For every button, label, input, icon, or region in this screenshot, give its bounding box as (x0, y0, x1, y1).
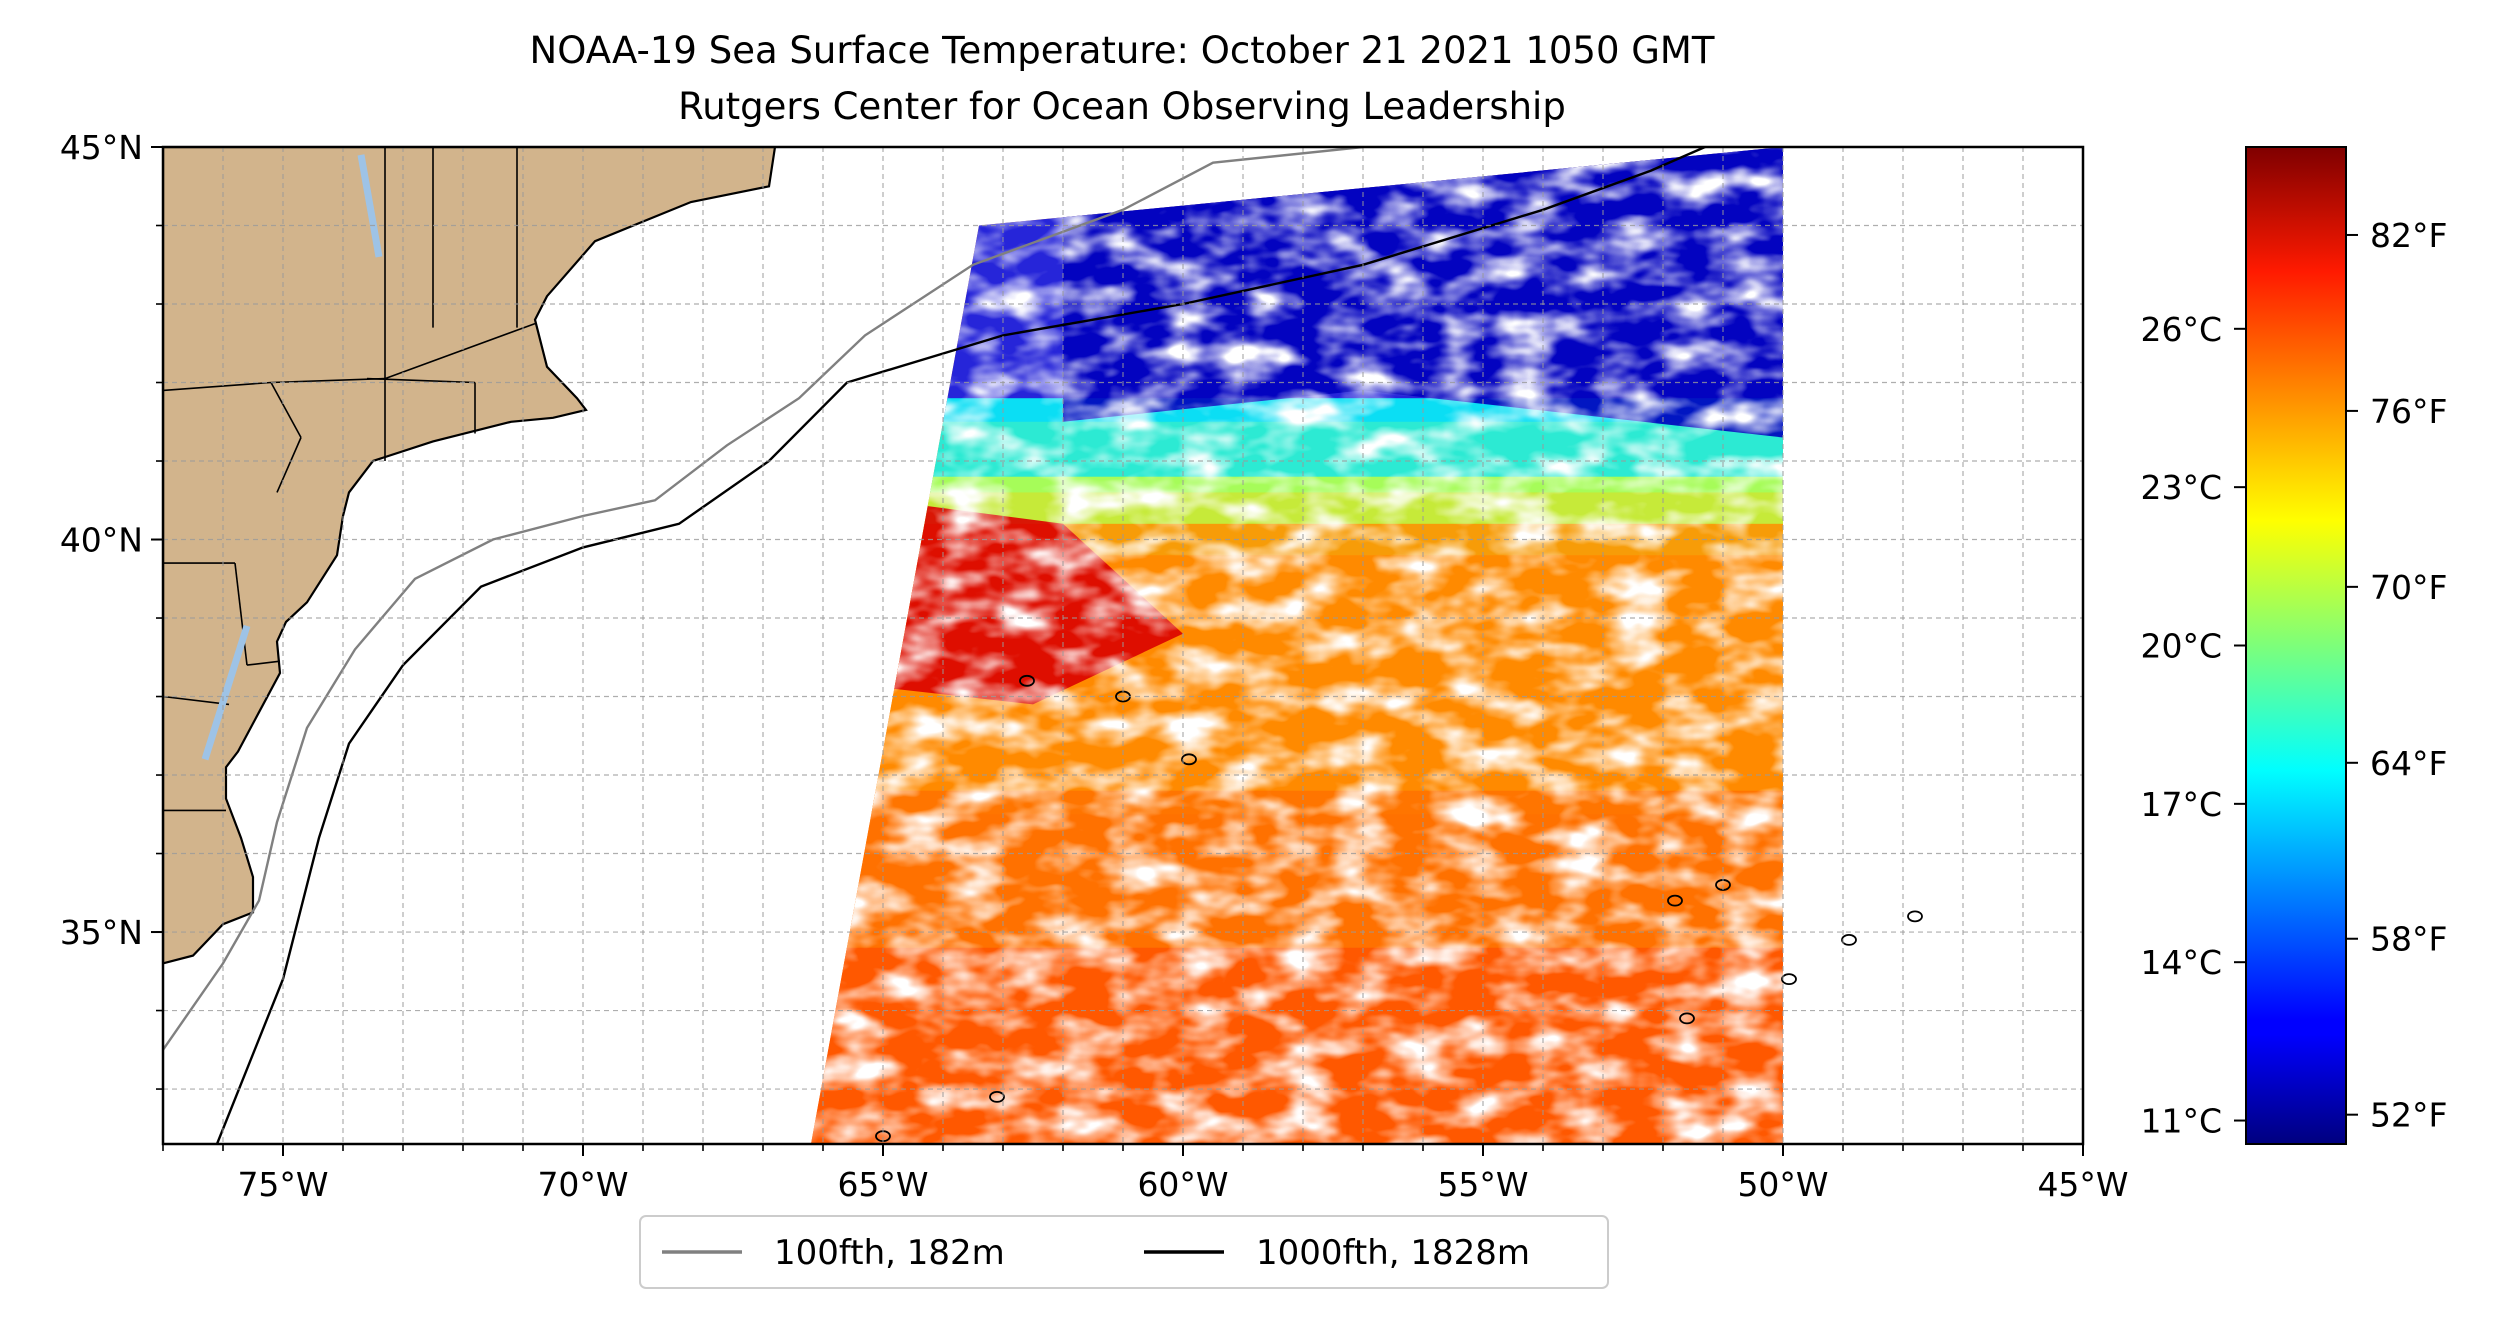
lon-tick-label: 45°W (2037, 1165, 2128, 1204)
lon-tick-label: 55°W (1437, 1165, 1528, 1204)
seamount-contour (989, 1090, 1005, 1103)
seamount-contour (1781, 973, 1797, 986)
land-layer (163, 147, 777, 965)
colorbar-gradient (2245, 146, 2347, 1145)
lon-tick-label: 60°W (1137, 1165, 1228, 1204)
state-border (234, 563, 248, 666)
colorbar-c-label: 14°C (2140, 943, 2222, 982)
axis-ticks: 75°W 70°W 65°W 60°W 55°W 50°W 45°W 45°N 40°N 35°N (60, 128, 2129, 1204)
lon-tick-label: 65°W (837, 1165, 928, 1204)
legend-label-100fth: 100fth, 182m (774, 1233, 1005, 1273)
colorbar: 82°F 76°F 70°F 64°F 58°F 52°F 26°C 23°C 20°C 17°C… (2140, 146, 2447, 1145)
contour-1000fth (215, 147, 1706, 1144)
colorbar-f-label: 64°F (2370, 744, 2447, 783)
map-area (163, 147, 2083, 1144)
cloud-mask (811, 147, 1783, 1144)
lake (201, 624, 251, 761)
colorbar-c-label: 23°C (2140, 468, 2222, 507)
colorbar-c-label: 17°C (2140, 785, 2222, 824)
state-border (276, 437, 302, 493)
lon-tick-label: 75°W (237, 1165, 328, 1204)
lake (357, 154, 383, 258)
state-border (270, 377, 386, 384)
lat-tick-label: 45°N (60, 128, 143, 167)
seamount-contour (1019, 674, 1035, 687)
figure-title-line1: NOAA-19 Sea Surface Temperature: October… (530, 29, 1715, 72)
colorbar-c-label: 11°C (2140, 1102, 2222, 1141)
seamount-contour (1679, 1012, 1695, 1025)
seamount-contour (1907, 910, 1923, 923)
state-border (163, 381, 272, 392)
legend-box: 100fth, 182m 1000fth, 1828m (639, 1215, 1609, 1289)
seamount-contour (1181, 753, 1197, 766)
figure-title-line2: Rutgers Center for Ocean Observing Leade… (678, 85, 1566, 128)
lat-tick-label: 35°N (60, 913, 143, 952)
colorbar-f-label: 70°F (2370, 568, 2447, 607)
seamount-contour (1667, 894, 1683, 907)
colorbar-f-label: 52°F (2370, 1096, 2447, 1135)
lon-tick-label: 70°W (537, 1165, 628, 1204)
state-border (163, 695, 230, 706)
colorbar-f-label: 76°F (2370, 392, 2447, 431)
state-border (246, 660, 281, 666)
state-border (384, 322, 536, 380)
legend-label-1000fth: 1000fth, 1828m (1256, 1233, 1530, 1273)
lat-tick-label: 40°N (60, 521, 143, 560)
state-border (270, 382, 302, 438)
colorbar-f-label: 58°F (2370, 920, 2447, 959)
lon-tick-label: 50°W (1737, 1165, 1828, 1204)
seamount-contour (1841, 933, 1857, 946)
gridlines (163, 147, 2083, 1144)
land-coastline (163, 147, 777, 965)
colorbar-c-label: 20°C (2140, 627, 2222, 666)
colorbar-f-label: 82°F (2370, 216, 2447, 255)
colorbar-c-label: 26°C (2140, 310, 2222, 349)
